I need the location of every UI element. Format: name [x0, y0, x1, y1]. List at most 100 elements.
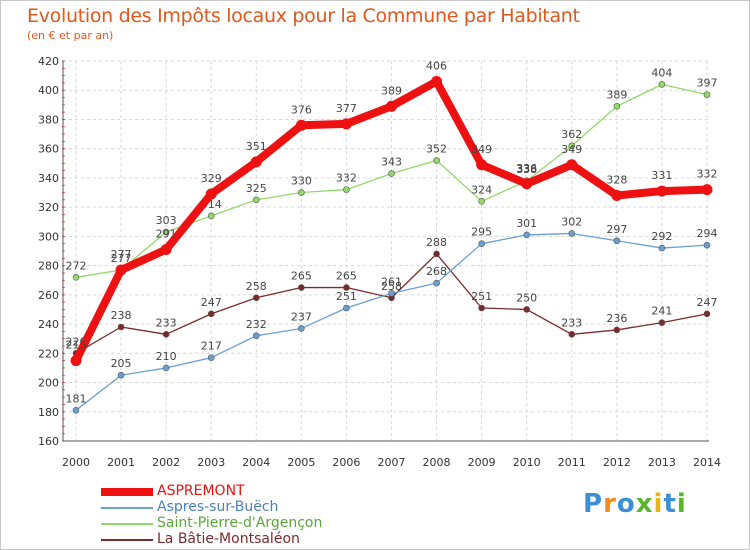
legend-label-aspres-sur-buech: Aspres-sur-Buëch	[157, 499, 279, 515]
data-point-aspres-sur-buech	[523, 231, 531, 239]
logo-letter: r	[603, 489, 617, 519]
data-label-saint-pierre-d-argencon: 362	[561, 128, 582, 141]
legend-swatch-saint-pierre-dargencon	[101, 523, 153, 525]
data-label-saint-pierre-d-argencon: 324	[471, 183, 492, 196]
data-label-aspremont: 377	[336, 102, 357, 115]
data-point-aspremont	[205, 188, 217, 200]
data-label-aspres-sur-buech: 205	[111, 357, 132, 370]
y-tick-label: 300	[38, 230, 59, 243]
legend-swatch-aspremont	[101, 488, 153, 496]
y-tick-label: 280	[38, 260, 59, 273]
y-tick-label: 320	[38, 201, 59, 214]
logo-letter: o	[616, 489, 636, 519]
data-point-aspres-sur-buech	[343, 304, 350, 312]
proxiti-logo: Proxiti	[583, 489, 687, 519]
x-tick-label: 2003	[197, 456, 225, 469]
y-tick-label: 400	[38, 84, 59, 97]
data-label-aspres-sur-buech: 181	[66, 392, 87, 405]
legend-label-aspremont: ASPREMONT	[157, 483, 245, 499]
x-tick-label: 2010	[513, 456, 541, 469]
data-label-aspremont: 349	[561, 143, 582, 156]
data-label-saint-pierre-d-argencon: 338	[516, 163, 537, 176]
data-label-aspremont: 376	[291, 103, 312, 116]
chart-subtitle: (en € et par an)	[27, 29, 114, 42]
data-point-la-batie-montsaleon	[343, 284, 350, 291]
data-label-saint-pierre-d-argencon: 343	[381, 156, 402, 169]
data-point-aspres-sur-buech	[207, 354, 215, 361]
data-label-aspremont: 389	[381, 84, 402, 97]
data-point-saint-pierre-d-argencon	[388, 170, 395, 177]
data-point-aspremont	[476, 159, 488, 171]
data-label-aspremont: 349	[471, 143, 492, 156]
data-point-aspres-sur-buech	[703, 241, 711, 249]
data-point-aspres-sur-buech	[658, 244, 666, 252]
data-point-la-batie-montsaleon	[478, 304, 485, 312]
data-point-aspres-sur-buech	[162, 364, 170, 372]
data-label-aspremont: 331	[651, 169, 672, 182]
data-point-aspremont	[656, 185, 668, 197]
data-point-aspremont	[521, 178, 533, 190]
data-label-aspres-sur-buech: 294	[696, 227, 717, 240]
y-tick-label: 220	[38, 347, 59, 360]
data-point-aspremont	[431, 75, 443, 87]
data-label-la-batie-montsaleon: 265	[291, 270, 312, 283]
data-label-la-batie-montsaleon: 250	[516, 291, 537, 304]
x-tick-label: 2000	[62, 456, 90, 469]
data-label-la-batie-montsaleon: 258	[381, 280, 402, 293]
data-point-saint-pierre-d-argencon	[478, 198, 485, 205]
data-point-la-batie-montsaleon	[207, 310, 215, 318]
data-label-saint-pierre-d-argencon: 330	[291, 175, 312, 188]
x-tick-label: 2005	[287, 456, 315, 469]
data-label-aspres-sur-buech: 217	[201, 340, 222, 353]
data-label-saint-pierre-d-argencon: 303	[156, 214, 177, 227]
x-tick-label: 2001	[107, 456, 135, 469]
data-point-saint-pierre-d-argencon	[162, 228, 170, 236]
data-point-la-batie-montsaleon	[162, 331, 170, 338]
legend-item-saint-pierre-dargencon: Saint-Pierre-d'Argençon	[101, 515, 381, 532]
legend-item-aspres-sur-buech: Aspres-sur-Buëch	[101, 499, 381, 516]
legend-swatch-la-batie-montsaleon	[101, 539, 153, 541]
data-label-la-batie-montsaleon: 251	[471, 290, 492, 303]
x-tick-label: 2014	[693, 456, 721, 469]
logo-letter: x	[635, 489, 654, 519]
data-label-saint-pierre-d-argencon: 272	[66, 259, 87, 272]
data-label-aspres-sur-buech: 302	[561, 215, 582, 228]
y-tick-label: 180	[38, 406, 59, 419]
data-label-saint-pierre-d-argencon: 397	[696, 77, 717, 90]
data-point-saint-pierre-d-argencon	[568, 142, 576, 150]
y-tick-label: 160	[38, 435, 59, 448]
data-point-saint-pierre-d-argencon	[658, 81, 666, 88]
data-label-aspremont: 329	[201, 172, 222, 185]
data-point-saint-pierre-d-argencon	[72, 274, 80, 281]
data-label-aspremont: 328	[606, 173, 627, 186]
data-point-la-batie-montsaleon	[568, 331, 576, 338]
logo-letter: i	[653, 489, 664, 519]
data-point-aspremont	[70, 355, 82, 367]
data-label-la-batie-montsaleon: 236	[606, 312, 627, 325]
data-label-aspremont: 332	[696, 168, 717, 181]
data-label-saint-pierre-d-argencon: 277	[111, 252, 132, 265]
data-point-aspremont	[160, 244, 172, 256]
legend-item-aspremont: ASPREMONT	[101, 483, 381, 500]
x-tick-label: 2002	[152, 456, 180, 469]
data-label-saint-pierre-d-argencon: 404	[651, 66, 672, 79]
y-tick-label: 360	[38, 143, 59, 156]
data-label-aspres-sur-buech: 295	[471, 226, 492, 239]
legend-label-la-batie-montsaleon: La Bâtie-Montsaléon	[157, 531, 300, 547]
data-label-aspres-sur-buech: 210	[156, 350, 177, 363]
logo-letter: t	[663, 489, 677, 519]
legend: ASPREMONT Aspres-sur-Buëch Saint-Pierre-…	[101, 483, 381, 548]
data-point-la-batie-montsaleon	[613, 326, 621, 334]
data-point-aspremont	[701, 184, 713, 196]
data-label-la-batie-montsaleon: 241	[651, 305, 672, 318]
data-label-la-batie-montsaleon: 258	[246, 280, 267, 293]
x-tick-label: 2008	[423, 456, 451, 469]
data-label-la-batie-montsaleon: 247	[696, 296, 717, 309]
data-point-la-batie-montsaleon	[523, 306, 531, 313]
data-label-aspres-sur-buech: 301	[516, 217, 537, 230]
data-point-la-batie-montsaleon	[433, 250, 440, 258]
data-point-aspres-sur-buech	[478, 240, 485, 247]
data-point-aspres-sur-buech	[433, 279, 440, 287]
data-point-saint-pierre-d-argencon	[207, 212, 215, 220]
